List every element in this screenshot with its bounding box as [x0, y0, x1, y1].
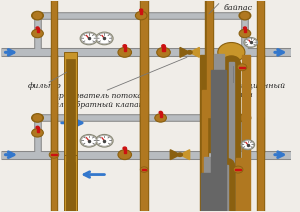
- Bar: [211, 70, 226, 212]
- Bar: [257, 55, 264, 212]
- Bar: [206, 159, 212, 212]
- Bar: [217, 165, 234, 212]
- Bar: [258, 0, 262, 117]
- Bar: [235, 169, 241, 170]
- Bar: [162, 46, 165, 51]
- Bar: [52, 0, 56, 117]
- Bar: [236, 158, 244, 212]
- Circle shape: [140, 167, 148, 172]
- Bar: [51, 154, 57, 155]
- Circle shape: [34, 115, 42, 121]
- Bar: [124, 148, 126, 153]
- Circle shape: [97, 135, 112, 146]
- Bar: [204, 157, 214, 212]
- Bar: [66, 162, 75, 212]
- Circle shape: [157, 47, 170, 57]
- Circle shape: [244, 38, 257, 47]
- Circle shape: [32, 29, 43, 38]
- Bar: [66, 59, 75, 212]
- Bar: [51, 0, 57, 152]
- Circle shape: [217, 158, 234, 171]
- Circle shape: [237, 64, 247, 71]
- Circle shape: [239, 29, 251, 38]
- Text: байпас: байпас: [224, 4, 253, 12]
- Circle shape: [97, 33, 112, 44]
- Circle shape: [82, 135, 96, 146]
- Bar: [141, 91, 147, 212]
- Polygon shape: [170, 150, 180, 160]
- Circle shape: [178, 153, 182, 156]
- Circle shape: [155, 114, 167, 122]
- Bar: [205, 0, 213, 152]
- Circle shape: [239, 11, 251, 20]
- Circle shape: [159, 111, 162, 113]
- Polygon shape: [190, 47, 200, 57]
- Bar: [141, 0, 147, 116]
- Bar: [258, 90, 262, 212]
- Polygon shape: [180, 150, 190, 160]
- Bar: [64, 155, 77, 212]
- Circle shape: [233, 166, 243, 173]
- Bar: [239, 67, 245, 68]
- Circle shape: [49, 151, 59, 158]
- Bar: [140, 56, 148, 212]
- Bar: [214, 54, 224, 212]
- Circle shape: [162, 45, 165, 47]
- Circle shape: [80, 134, 98, 147]
- Circle shape: [82, 33, 96, 44]
- Bar: [229, 62, 234, 212]
- Circle shape: [118, 150, 131, 160]
- Bar: [223, 62, 240, 212]
- Text: редукционный
клапан: редукционный клапан: [224, 82, 286, 99]
- Circle shape: [245, 38, 256, 47]
- Circle shape: [80, 32, 98, 45]
- Circle shape: [244, 27, 246, 29]
- Bar: [257, 0, 264, 152]
- Circle shape: [123, 147, 126, 149]
- Bar: [124, 46, 126, 51]
- Bar: [216, 56, 222, 212]
- Circle shape: [239, 114, 251, 122]
- Circle shape: [32, 129, 43, 137]
- Circle shape: [212, 145, 239, 165]
- Bar: [37, 28, 38, 32]
- Circle shape: [223, 56, 240, 69]
- Polygon shape: [180, 47, 190, 57]
- Bar: [244, 28, 246, 32]
- Circle shape: [96, 32, 113, 45]
- Circle shape: [187, 51, 192, 54]
- Circle shape: [140, 9, 143, 11]
- Text: прерыватель потока
или обратный клапан: прерыватель потока или обратный клапан: [54, 92, 144, 109]
- Circle shape: [32, 11, 43, 20]
- Circle shape: [241, 140, 255, 150]
- Circle shape: [241, 115, 249, 121]
- Bar: [37, 127, 38, 132]
- Bar: [140, 10, 142, 14]
- Circle shape: [218, 43, 245, 62]
- Bar: [64, 52, 77, 212]
- Circle shape: [96, 134, 113, 147]
- Bar: [140, 0, 148, 151]
- Bar: [142, 169, 146, 170]
- Bar: [200, 55, 208, 212]
- Text: фильтр: фильтр: [28, 82, 61, 90]
- Circle shape: [118, 47, 131, 57]
- Circle shape: [242, 141, 254, 149]
- Circle shape: [135, 11, 147, 20]
- Circle shape: [34, 13, 42, 18]
- Bar: [206, 0, 211, 117]
- Circle shape: [32, 114, 43, 122]
- Bar: [242, 55, 250, 212]
- Circle shape: [36, 27, 39, 29]
- Circle shape: [123, 45, 126, 47]
- Bar: [202, 90, 207, 212]
- Bar: [160, 112, 162, 117]
- Circle shape: [241, 13, 249, 18]
- Circle shape: [36, 126, 39, 128]
- Bar: [201, 173, 217, 212]
- Bar: [52, 90, 56, 212]
- Bar: [51, 55, 57, 212]
- Bar: [223, 165, 228, 212]
